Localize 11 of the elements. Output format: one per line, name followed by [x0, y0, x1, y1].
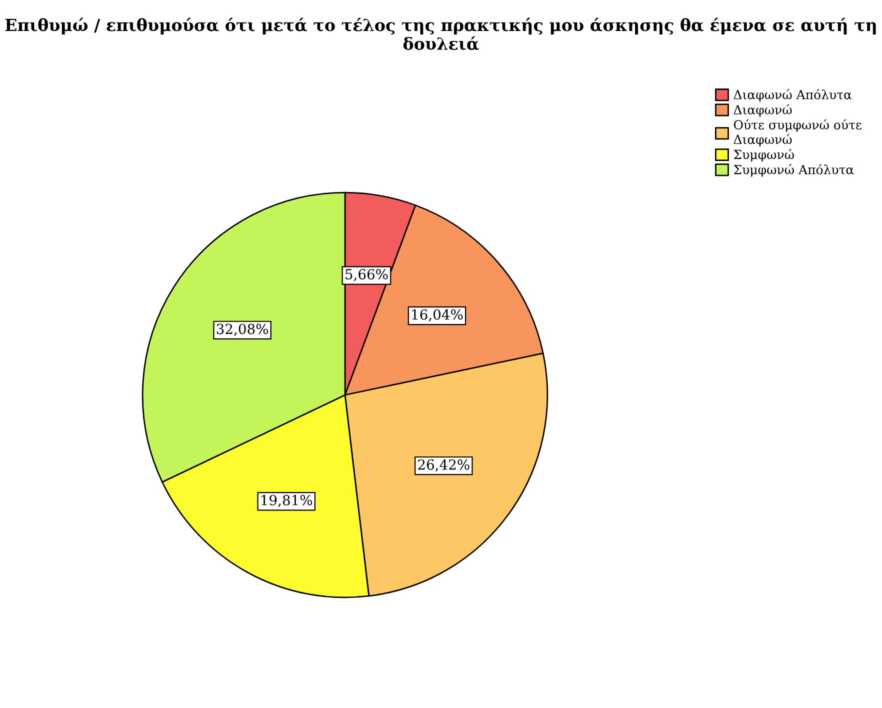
data-label: 16,04% — [412, 309, 463, 322]
data-label: 32,08% — [216, 324, 268, 336]
data-label: 19,81% — [262, 494, 312, 508]
data-label: 26,42% — [418, 459, 470, 472]
data-label: 5,66% — [346, 269, 388, 282]
legend-label: Διαφωνώ — [734, 104, 792, 117]
chart-title: Επιθυμώ / επιθυμούσα ότι μετά το τέλος της πρακτικής μου άσκησης θα έμενα σε αυτή τη δουλειά — [5, 18, 876, 50]
legend-label: Διαφωνώ Απόλυτα — [734, 89, 852, 102]
legend-label: Συμφωνώ Απόλυτα — [734, 164, 854, 177]
legend-label: Συμφωνώ — [734, 149, 794, 162]
legend-label: Ούτε συμφωνώ ούτε Διαφωνώ — [734, 119, 862, 147]
